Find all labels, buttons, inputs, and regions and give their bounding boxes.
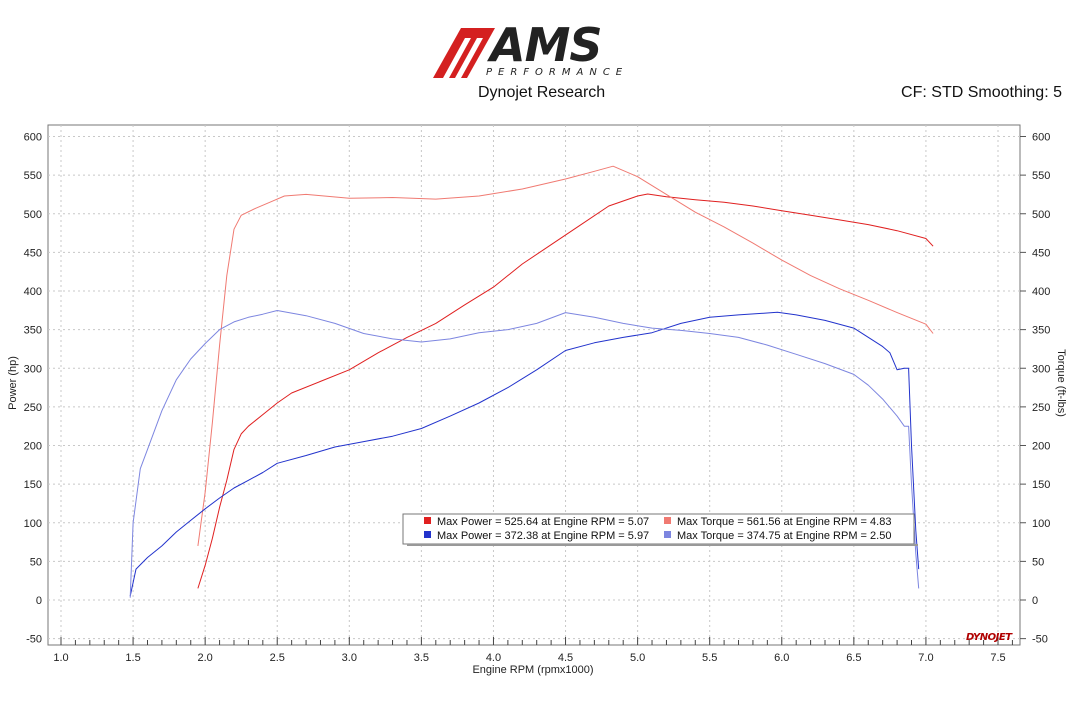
series-line-3 [129, 311, 920, 597]
legend: Max Power = 525.64 at Engine RPM = 5.07 M… [402, 513, 918, 546]
y-axis-title: Power (hp) [7, 356, 19, 410]
series-line-4 [129, 310, 920, 598]
legend-swatch [424, 531, 431, 538]
y2-tick-label: 400 [1032, 286, 1050, 298]
x-tick-label: 2.5 [270, 652, 285, 664]
legend-label: Max Power = 372.38 at Engine RPM = 5.97 [437, 530, 649, 542]
x-axis-title: Engine RPM (rpmx1000) [472, 664, 593, 676]
y2-tick-label: 150 [1032, 479, 1050, 491]
y-tick-label: 350 [24, 325, 42, 337]
y2-tick-label: -50 [1032, 634, 1048, 646]
y2-tick-label: 550 [1032, 170, 1050, 182]
x-tick-label: 5.0 [630, 652, 645, 664]
x-tick-label: 4.5 [558, 652, 573, 664]
y-tick-label: 200 [24, 441, 42, 453]
y2-tick-label: 200 [1032, 441, 1050, 453]
y-tick-label: 50 [30, 556, 42, 568]
y2-tick-label: 350 [1032, 325, 1050, 337]
y2-tick-label: 100 [1032, 518, 1050, 530]
y-tick-label: 0 [36, 595, 42, 607]
y-tick-label: 250 [24, 402, 42, 414]
x-tick-label: 2.0 [198, 652, 213, 664]
x-tick-label: 7.5 [990, 652, 1005, 664]
x-tick-label: 3.5 [414, 652, 429, 664]
x-tick-label: 1.5 [125, 652, 140, 664]
chart-subtitle: Dynojet Research [478, 84, 606, 101]
legend-swatch [424, 517, 431, 524]
x-tick-label: 5.5 [702, 652, 717, 664]
settings-readout: CF: STD Smoothing: 5 [901, 84, 1062, 101]
x-tick-label: 6.0 [774, 652, 789, 664]
legend-swatch [664, 531, 671, 538]
x-tick-label: 7.0 [918, 652, 933, 664]
y-tick-label: 450 [24, 247, 42, 259]
legend-label: Max Torque = 374.75 at Engine RPM = 2.50 [677, 530, 891, 542]
plot-area [47, 124, 1021, 646]
x-tick-label: 3.0 [342, 652, 357, 664]
legend-shadow [407, 544, 918, 546]
legend-box [402, 513, 915, 545]
y2-tick-label: 600 [1032, 132, 1050, 144]
y-tick-label: 400 [24, 286, 42, 298]
logo-subtext: PERFORMANCE [486, 67, 629, 78]
legend-label: Max Power = 525.64 at Engine RPM = 5.07 [437, 516, 649, 528]
y2-tick-label: 450 [1032, 247, 1050, 259]
y2-tick-label: 500 [1032, 209, 1050, 221]
legend-swatch [664, 517, 671, 524]
x-tick-label: 6.5 [846, 652, 861, 664]
y-tick-label: 100 [24, 518, 42, 530]
y-tick-label: -50 [26, 634, 42, 646]
y2-tick-label: 250 [1032, 402, 1050, 414]
y2-axis-title: Torque (ft-lbs) [1055, 349, 1067, 417]
logo-text: AMS [490, 18, 603, 72]
y-tick-label: 500 [24, 209, 42, 221]
y-tick-label: 600 [24, 132, 42, 144]
series-lines [129, 165, 934, 598]
y-tick-label: 150 [24, 479, 42, 491]
series-line-1 [197, 193, 934, 589]
y2-tick-label: 300 [1032, 363, 1050, 375]
y-tick-label: 550 [24, 170, 42, 182]
dynojet-brand: DYNOJET [966, 632, 1012, 643]
ams-logo-mark [433, 28, 495, 78]
series-line-2 [197, 165, 934, 546]
axis-ticks: -50 -50 0 0 50 50 100 100 150 150 200 200 250 250 300 3… [24, 132, 1051, 665]
x-tick-label: 1.0 [53, 652, 68, 664]
x-tick-label: 4.0 [486, 652, 501, 664]
y2-tick-label: 50 [1032, 556, 1044, 568]
grid-lines [48, 125, 1020, 645]
legend-label: Max Torque = 561.56 at Engine RPM = 4.83 [677, 516, 891, 528]
y2-tick-label: 0 [1032, 595, 1038, 607]
y-tick-label: 300 [24, 363, 42, 375]
